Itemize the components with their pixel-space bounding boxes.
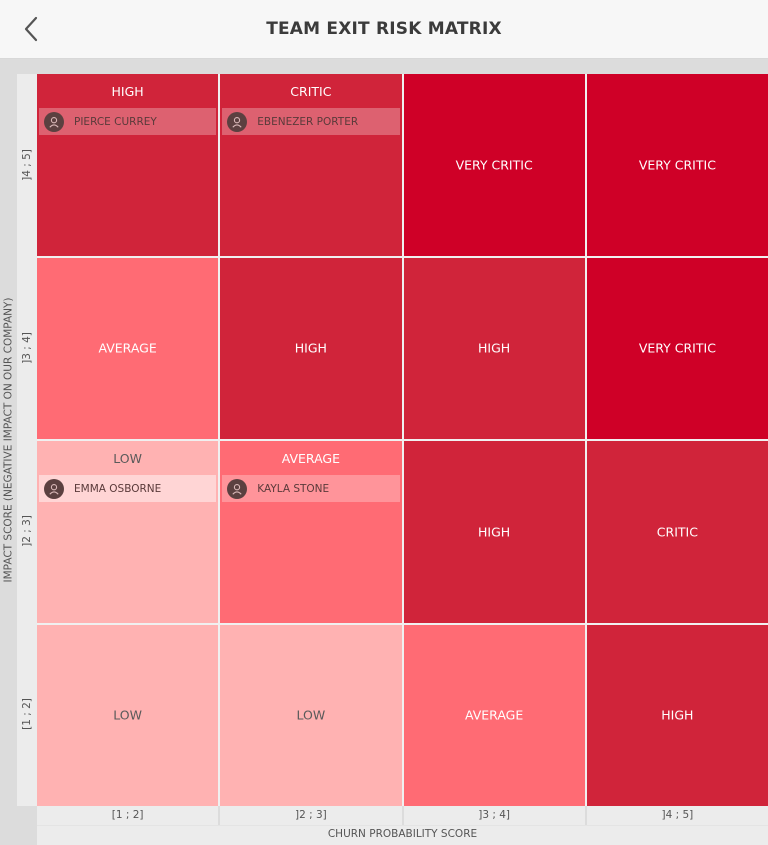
matrix-cell[interactable]: VERY CRITIC: [403, 74, 585, 256]
user-avatar-icon: [227, 111, 248, 132]
y-axis-title: IMPACT SCORE (NEGATIVE IMPACT ON OUR COM…: [2, 297, 15, 583]
y-tick: ]3 ; 4]: [21, 332, 33, 364]
user-avatar-icon: [44, 111, 64, 132]
cell-risk-label: VERY CRITIC: [455, 157, 533, 173]
cell-risk-label: HIGH: [661, 707, 694, 723]
cell-risk-label: HIGH: [111, 84, 144, 99]
cell-risk-label: HIGH: [294, 340, 327, 356]
employee-name: EBENEZER PORTER: [257, 115, 359, 128]
matrix-cell[interactable]: LOW EMMA OSBORNE: [37, 441, 219, 623]
risk-matrix: HIGH PIERCE CURREY CRITIC EBENEZER PORTER VE…: [37, 74, 768, 806]
x-ticks: [1 ; 2] ]2 ; 3] ]3 ; 4] ]4 ; 5]: [37, 806, 768, 825]
header-bar: TEAM EXIT RISK MATRIX: [0, 0, 768, 59]
cell-risk-label: CRITIC: [656, 524, 698, 540]
matrix-cell[interactable]: HIGH: [220, 257, 402, 439]
employee-name: PIERCE CURREY: [74, 115, 157, 128]
back-button[interactable]: [14, 12, 48, 46]
employee-name: EMMA OSBORNE: [74, 482, 162, 495]
cell-risk-label: HIGH: [478, 524, 511, 540]
y-tick: [1 ; 2]: [21, 698, 33, 730]
user-avatar-icon: [44, 478, 64, 499]
cell-risk-label: CRITIC: [290, 84, 332, 99]
matrix-cell[interactable]: VERY CRITIC: [586, 257, 768, 439]
page-title: TEAM EXIT RISK MATRIX: [266, 19, 502, 39]
matrix-cell[interactable]: HIGH: [586, 624, 768, 806]
employee-chip[interactable]: EMMA OSBORNE: [39, 475, 217, 502]
cell-risk-label: VERY CRITIC: [638, 157, 716, 173]
matrix-cell[interactable]: AVERAGE KAYLA STONE: [220, 441, 402, 623]
cell-risk-label: LOW: [113, 707, 142, 723]
cell-risk-label: AVERAGE: [464, 707, 524, 723]
matrix-cell[interactable]: HIGH: [403, 257, 585, 439]
matrix-cell[interactable]: LOW: [37, 624, 219, 806]
chevron-left-icon: [24, 16, 38, 42]
matrix-cell[interactable]: CRITIC: [586, 441, 768, 623]
matrix-cell[interactable]: LOW: [220, 624, 402, 806]
cell-risk-label: HIGH: [478, 340, 511, 356]
cell-risk-label: AVERAGE: [281, 451, 341, 466]
matrix-cell[interactable]: CRITIC EBENEZER PORTER: [220, 74, 402, 256]
employee-name: KAYLA STONE: [257, 482, 330, 495]
matrix-cell[interactable]: HIGH: [403, 441, 585, 623]
matrix-cell[interactable]: AVERAGE: [37, 257, 219, 439]
x-tick: ]3 ; 4]: [403, 806, 585, 825]
x-tick: ]2 ; 3]: [220, 806, 402, 825]
y-axis-title-wrap: IMPACT SCORE (NEGATIVE IMPACT ON OUR COM…: [0, 74, 17, 806]
cell-risk-label: VERY CRITIC: [638, 340, 716, 356]
x-tick: ]4 ; 5]: [586, 806, 768, 825]
cell-risk-label: LOW: [113, 451, 142, 466]
x-tick: [1 ; 2]: [37, 806, 219, 825]
header-spacer: [0, 59, 768, 74]
y-tick-column: [17, 74, 37, 806]
user-avatar-icon: [227, 478, 248, 499]
matrix-cell[interactable]: AVERAGE: [403, 624, 585, 806]
x-axis-title: CHURN PROBABILITY SCORE: [37, 826, 768, 845]
cell-risk-label: AVERAGE: [98, 340, 157, 356]
employee-chip[interactable]: PIERCE CURREY: [39, 108, 217, 135]
employee-chip[interactable]: KAYLA STONE: [222, 475, 400, 502]
matrix-cell[interactable]: VERY CRITIC: [586, 74, 768, 256]
matrix-cell[interactable]: HIGH PIERCE CURREY: [37, 74, 219, 256]
cell-risk-label: LOW: [296, 707, 326, 723]
employee-chip[interactable]: EBENEZER PORTER: [222, 108, 400, 135]
y-tick: ]2 ; 3]: [21, 515, 33, 547]
y-tick: ]4 ; 5]: [21, 149, 33, 181]
axis-corner: [0, 806, 37, 845]
